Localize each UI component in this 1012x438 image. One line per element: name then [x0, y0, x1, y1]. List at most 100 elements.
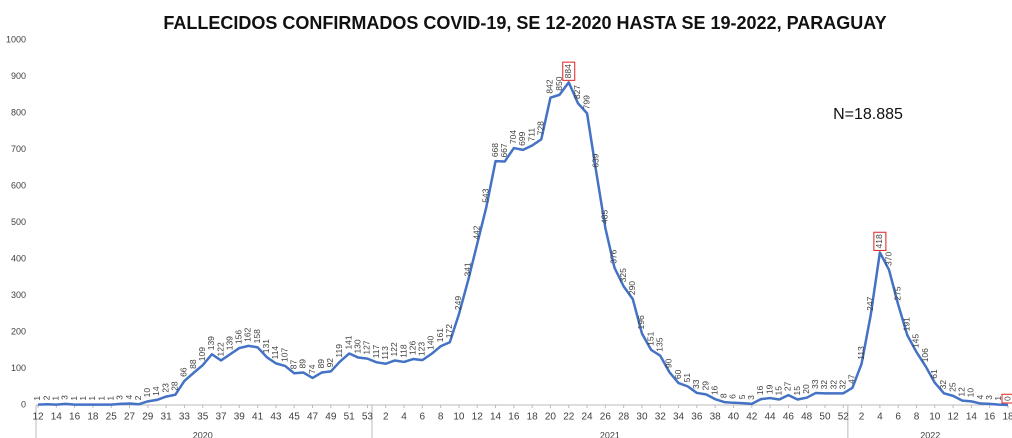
data-label: 23	[160, 383, 170, 393]
data-label: 4	[124, 395, 134, 400]
x-tick-label: 53	[362, 412, 374, 423]
data-label: 1	[993, 396, 1003, 401]
data-label: 27	[783, 381, 793, 391]
data-label: 3	[60, 395, 70, 400]
x-tick-label: 4	[877, 412, 883, 423]
chart-title: FALLECIDOS CONFIRMADOS COVID-19, SE 12-2…	[163, 13, 886, 33]
data-label: 0	[1002, 396, 1012, 401]
data-label: 196	[636, 315, 646, 329]
data-label: 1	[78, 396, 88, 401]
x-tick-label: 26	[600, 412, 612, 423]
data-label: 47	[847, 374, 857, 384]
data-label: 3	[984, 395, 994, 400]
data-label: 639	[590, 153, 600, 167]
data-label: 123	[417, 342, 427, 356]
x-tick-label: 8	[438, 412, 444, 423]
data-label: 139	[224, 336, 234, 350]
x-tick-label: 18	[527, 412, 539, 423]
data-label: 89	[298, 359, 308, 369]
data-label: 325	[618, 268, 628, 282]
x-tick-label: 45	[289, 412, 301, 423]
y-tick-label: 500	[11, 217, 26, 227]
x-tick-label: 20	[545, 412, 557, 423]
data-label: 107	[279, 347, 289, 361]
x-tick-label: 16	[508, 412, 520, 423]
y-tick-label: 900	[11, 71, 26, 81]
data-label: 668	[490, 143, 500, 157]
data-label: 89	[316, 359, 326, 369]
x-tick-label: 43	[270, 412, 282, 423]
x-tick-label: 10	[929, 412, 941, 423]
x-tick-label: 31	[161, 412, 173, 423]
data-label: 113	[380, 346, 390, 360]
data-label: 29	[700, 381, 710, 391]
data-label: 543	[481, 188, 491, 202]
data-label: 15	[792, 386, 802, 396]
data-label: 827	[572, 85, 582, 99]
year-label: 2021	[600, 430, 620, 438]
x-tick-label: 27	[124, 412, 136, 423]
data-label: 92	[325, 358, 335, 368]
y-tick-label: 800	[11, 107, 26, 117]
x-tick-label: 32	[655, 412, 667, 423]
x-tick-label: 36	[691, 412, 703, 423]
data-label: 699	[517, 131, 527, 145]
data-label: 88	[188, 359, 198, 369]
x-tick-label: 46	[783, 412, 795, 423]
x-tick-label: 14	[966, 412, 978, 423]
highlight-box	[1001, 393, 1012, 404]
data-label: 33	[810, 379, 820, 389]
data-label: 376	[609, 249, 619, 263]
data-label: 90	[664, 358, 674, 368]
data-label: 145	[911, 334, 921, 348]
data-label: 16	[709, 385, 719, 395]
data-label: 139	[206, 336, 216, 350]
data-label: 122	[389, 342, 399, 356]
line	[37, 81, 1009, 407]
data-label: 728	[536, 121, 546, 135]
x-tick-label: 14	[51, 412, 63, 423]
data-label: 158	[252, 329, 262, 343]
data-label: 74	[307, 364, 317, 374]
x-tick-label: 30	[636, 412, 648, 423]
x-tick-label: 47	[307, 412, 319, 423]
data-label: 850	[554, 76, 564, 90]
data-label: 20	[801, 384, 811, 394]
y-tick-label: 700	[11, 144, 26, 154]
x-tick-label: 24	[581, 412, 593, 423]
data-label: 61	[929, 369, 939, 379]
data-label: 2	[41, 395, 51, 400]
x-tick-label: 16	[69, 412, 81, 423]
data-label: 161	[435, 328, 445, 342]
x-tick-label: 14	[490, 412, 502, 423]
x-tick-label: 29	[142, 412, 154, 423]
data-label: 4	[975, 395, 985, 400]
data-label: 6	[728, 394, 738, 399]
data-label: 711	[526, 128, 536, 142]
data-label: 3	[115, 395, 125, 400]
x-tick-label: 2	[859, 412, 865, 423]
y-tick-label: 1000	[6, 34, 26, 44]
y-tick-label: 0	[21, 399, 26, 409]
data-label: 370	[883, 251, 893, 265]
data-label: 135	[655, 337, 665, 351]
data-label: 109	[197, 347, 207, 361]
x-tick-label: 6	[895, 412, 901, 423]
x-tick-label: 40	[728, 412, 740, 423]
data-label: 249	[453, 296, 463, 310]
data-label: 131	[261, 339, 271, 353]
data-label: 156	[234, 330, 244, 344]
y-tick-label: 300	[11, 290, 26, 300]
data-label: 141	[343, 335, 353, 349]
data-label: 1	[69, 396, 79, 401]
data-label: 2	[133, 395, 143, 400]
data-label: 5	[737, 394, 747, 399]
x-tick-label: 42	[746, 412, 758, 423]
data-label: 28	[170, 381, 180, 391]
data-label: 1	[87, 396, 97, 401]
y-tick-label: 600	[11, 180, 26, 190]
x-tick-label: 16	[984, 412, 996, 423]
data-label: 127	[362, 340, 372, 354]
data-label: 25	[947, 382, 957, 392]
